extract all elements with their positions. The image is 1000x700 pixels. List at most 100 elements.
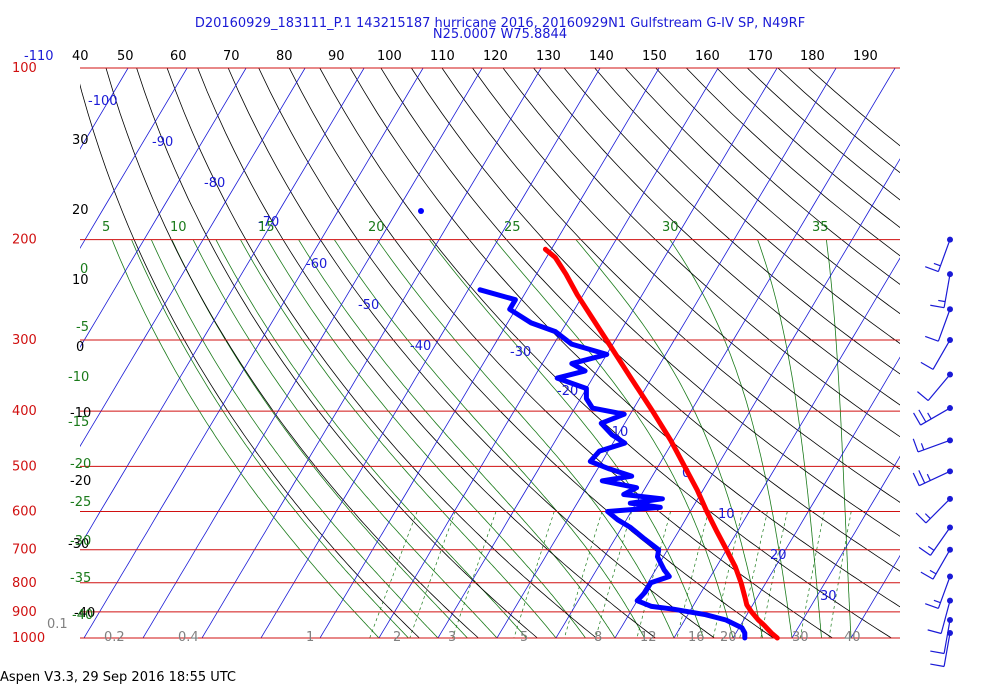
dry-adiabat-line	[777, 68, 900, 174]
dry-adiabat-label: 30	[72, 133, 89, 148]
moist-adiabat-label: -25	[70, 495, 91, 510]
isotherm-line	[732, 356, 900, 638]
wind-barb-staff	[925, 498, 951, 524]
dewpoint-point	[418, 208, 424, 214]
dry-adiabat-line	[319, 68, 892, 638]
top-axis-label: 130	[536, 49, 561, 64]
mixing-ratio-line	[369, 511, 418, 638]
moist-adiabat-label: -30	[70, 534, 91, 549]
isotherm-line	[80, 68, 306, 448]
pressure-label: 500	[12, 459, 37, 474]
isotherm-line	[80, 68, 247, 348]
isotherm-label: 30	[820, 589, 837, 604]
mixing-ratio-label: 2	[393, 630, 401, 645]
wind-barb-flag	[918, 409, 927, 423]
top-axis-label: 100	[377, 49, 402, 64]
wind-barb-flag	[925, 603, 939, 610]
dry-adiabat-line	[716, 68, 900, 229]
wind-barb-flag	[917, 391, 929, 402]
wind-barb-flag	[915, 512, 927, 524]
dry-adiabat-line	[227, 68, 715, 638]
isotherm-line	[83, 68, 424, 638]
wind-barb-staff	[943, 632, 951, 667]
dry-adiabat-line	[411, 68, 900, 537]
dry-adiabat-label: -10	[70, 406, 91, 421]
top-axis-label: 170	[748, 49, 773, 64]
dry-adiabat-line	[441, 68, 900, 503]
isotherm-label: -20	[557, 384, 578, 399]
isotherm-line	[791, 455, 900, 638]
wind-barb-staff	[937, 576, 951, 609]
isotherm-label: -50	[358, 298, 379, 313]
pressure-label: 800	[12, 576, 37, 591]
pressure-label: 900	[12, 605, 37, 620]
top-axis-label: 110	[430, 49, 455, 64]
wind-barb-flag	[938, 299, 946, 303]
mixing-ratio-label: 20	[720, 630, 737, 645]
moist-adiabat-line	[826, 239, 852, 638]
dry-adiabat-line	[197, 68, 656, 638]
isotherm-line	[378, 68, 719, 638]
dry-adiabat-line	[258, 68, 774, 638]
moist-adiabat-line	[150, 239, 439, 638]
sounding-traces	[418, 208, 780, 641]
wind-barb-staff	[943, 274, 951, 308]
moist-adiabat-label: -40	[72, 608, 93, 623]
pressure-label: 200	[12, 233, 37, 248]
wind-barb	[925, 573, 953, 610]
top-axis-label: 140	[589, 49, 614, 64]
wind-barb	[927, 597, 953, 635]
pressure-label: 400	[12, 404, 37, 419]
moist-adiabat-line	[267, 239, 586, 638]
isotherm-line	[850, 554, 900, 638]
dry-adiabat-line	[502, 68, 900, 438]
isotherm-label: -40	[410, 339, 431, 354]
isotherm-label: -60	[306, 257, 327, 272]
isotherm-label: -100	[88, 94, 118, 109]
moist-adiabat-label: -20	[70, 457, 91, 472]
wind-barb-flag	[930, 650, 945, 655]
dry-adiabat-label: -40	[74, 606, 95, 621]
dry-adiabat-line	[563, 68, 900, 375]
mixing-ratio-label: 30	[792, 630, 809, 645]
top-axis-label: 60	[170, 49, 187, 64]
mixing-ratio-label: 5	[520, 630, 528, 645]
moist-adiabat-line	[669, 239, 793, 638]
wind-barb	[920, 336, 953, 370]
isotherm-line	[260, 68, 601, 638]
chart-title: D20160929_183111_P.1 143215187 hurricane…	[194, 16, 806, 31]
wind-barb	[915, 495, 953, 524]
wind-barb-flag	[933, 262, 941, 267]
wind-barb	[917, 371, 953, 402]
isotherm-line	[80, 68, 365, 547]
top-axis-label: 90	[328, 49, 345, 64]
wind-barb-flag	[924, 513, 931, 519]
moist-adiabat-label: 35	[812, 220, 829, 235]
top-axis-label: 70	[223, 49, 240, 64]
wind-barb	[925, 306, 953, 342]
dewpoint-trace	[477, 287, 748, 641]
dry-adiabat-label: 10	[72, 273, 89, 288]
wind-barbs	[912, 236, 953, 668]
mixing-ratio-line	[452, 511, 497, 638]
moist-adiabat-line	[111, 239, 380, 638]
top-axis-label: 150	[642, 49, 667, 64]
wind-barb	[925, 236, 953, 273]
wind-barb-flag	[920, 571, 934, 580]
moist-adiabat-label: -10	[68, 370, 89, 385]
mixing-ratio-label: 0.2	[104, 630, 125, 645]
mixing-ratio-label: 0.4	[178, 630, 199, 645]
wind-barb-flag	[926, 473, 931, 481]
dry-adiabat-line	[105, 68, 479, 638]
mixing-ratio-label: 16	[688, 630, 705, 645]
moist-adiabat-label: 25	[504, 220, 521, 235]
wind-barb-flag	[927, 545, 935, 551]
wind-barb-staff	[932, 549, 951, 580]
pressure-label: 100	[12, 61, 37, 76]
footer-timestamp: Aspen V3.3, 29 Sep 2016 18:55 UTC	[0, 670, 237, 685]
isotherm-line	[437, 68, 778, 638]
isotherm-line	[555, 68, 896, 638]
wind-barb-flag	[930, 663, 945, 668]
dry-adiabat-line	[80, 83, 420, 638]
